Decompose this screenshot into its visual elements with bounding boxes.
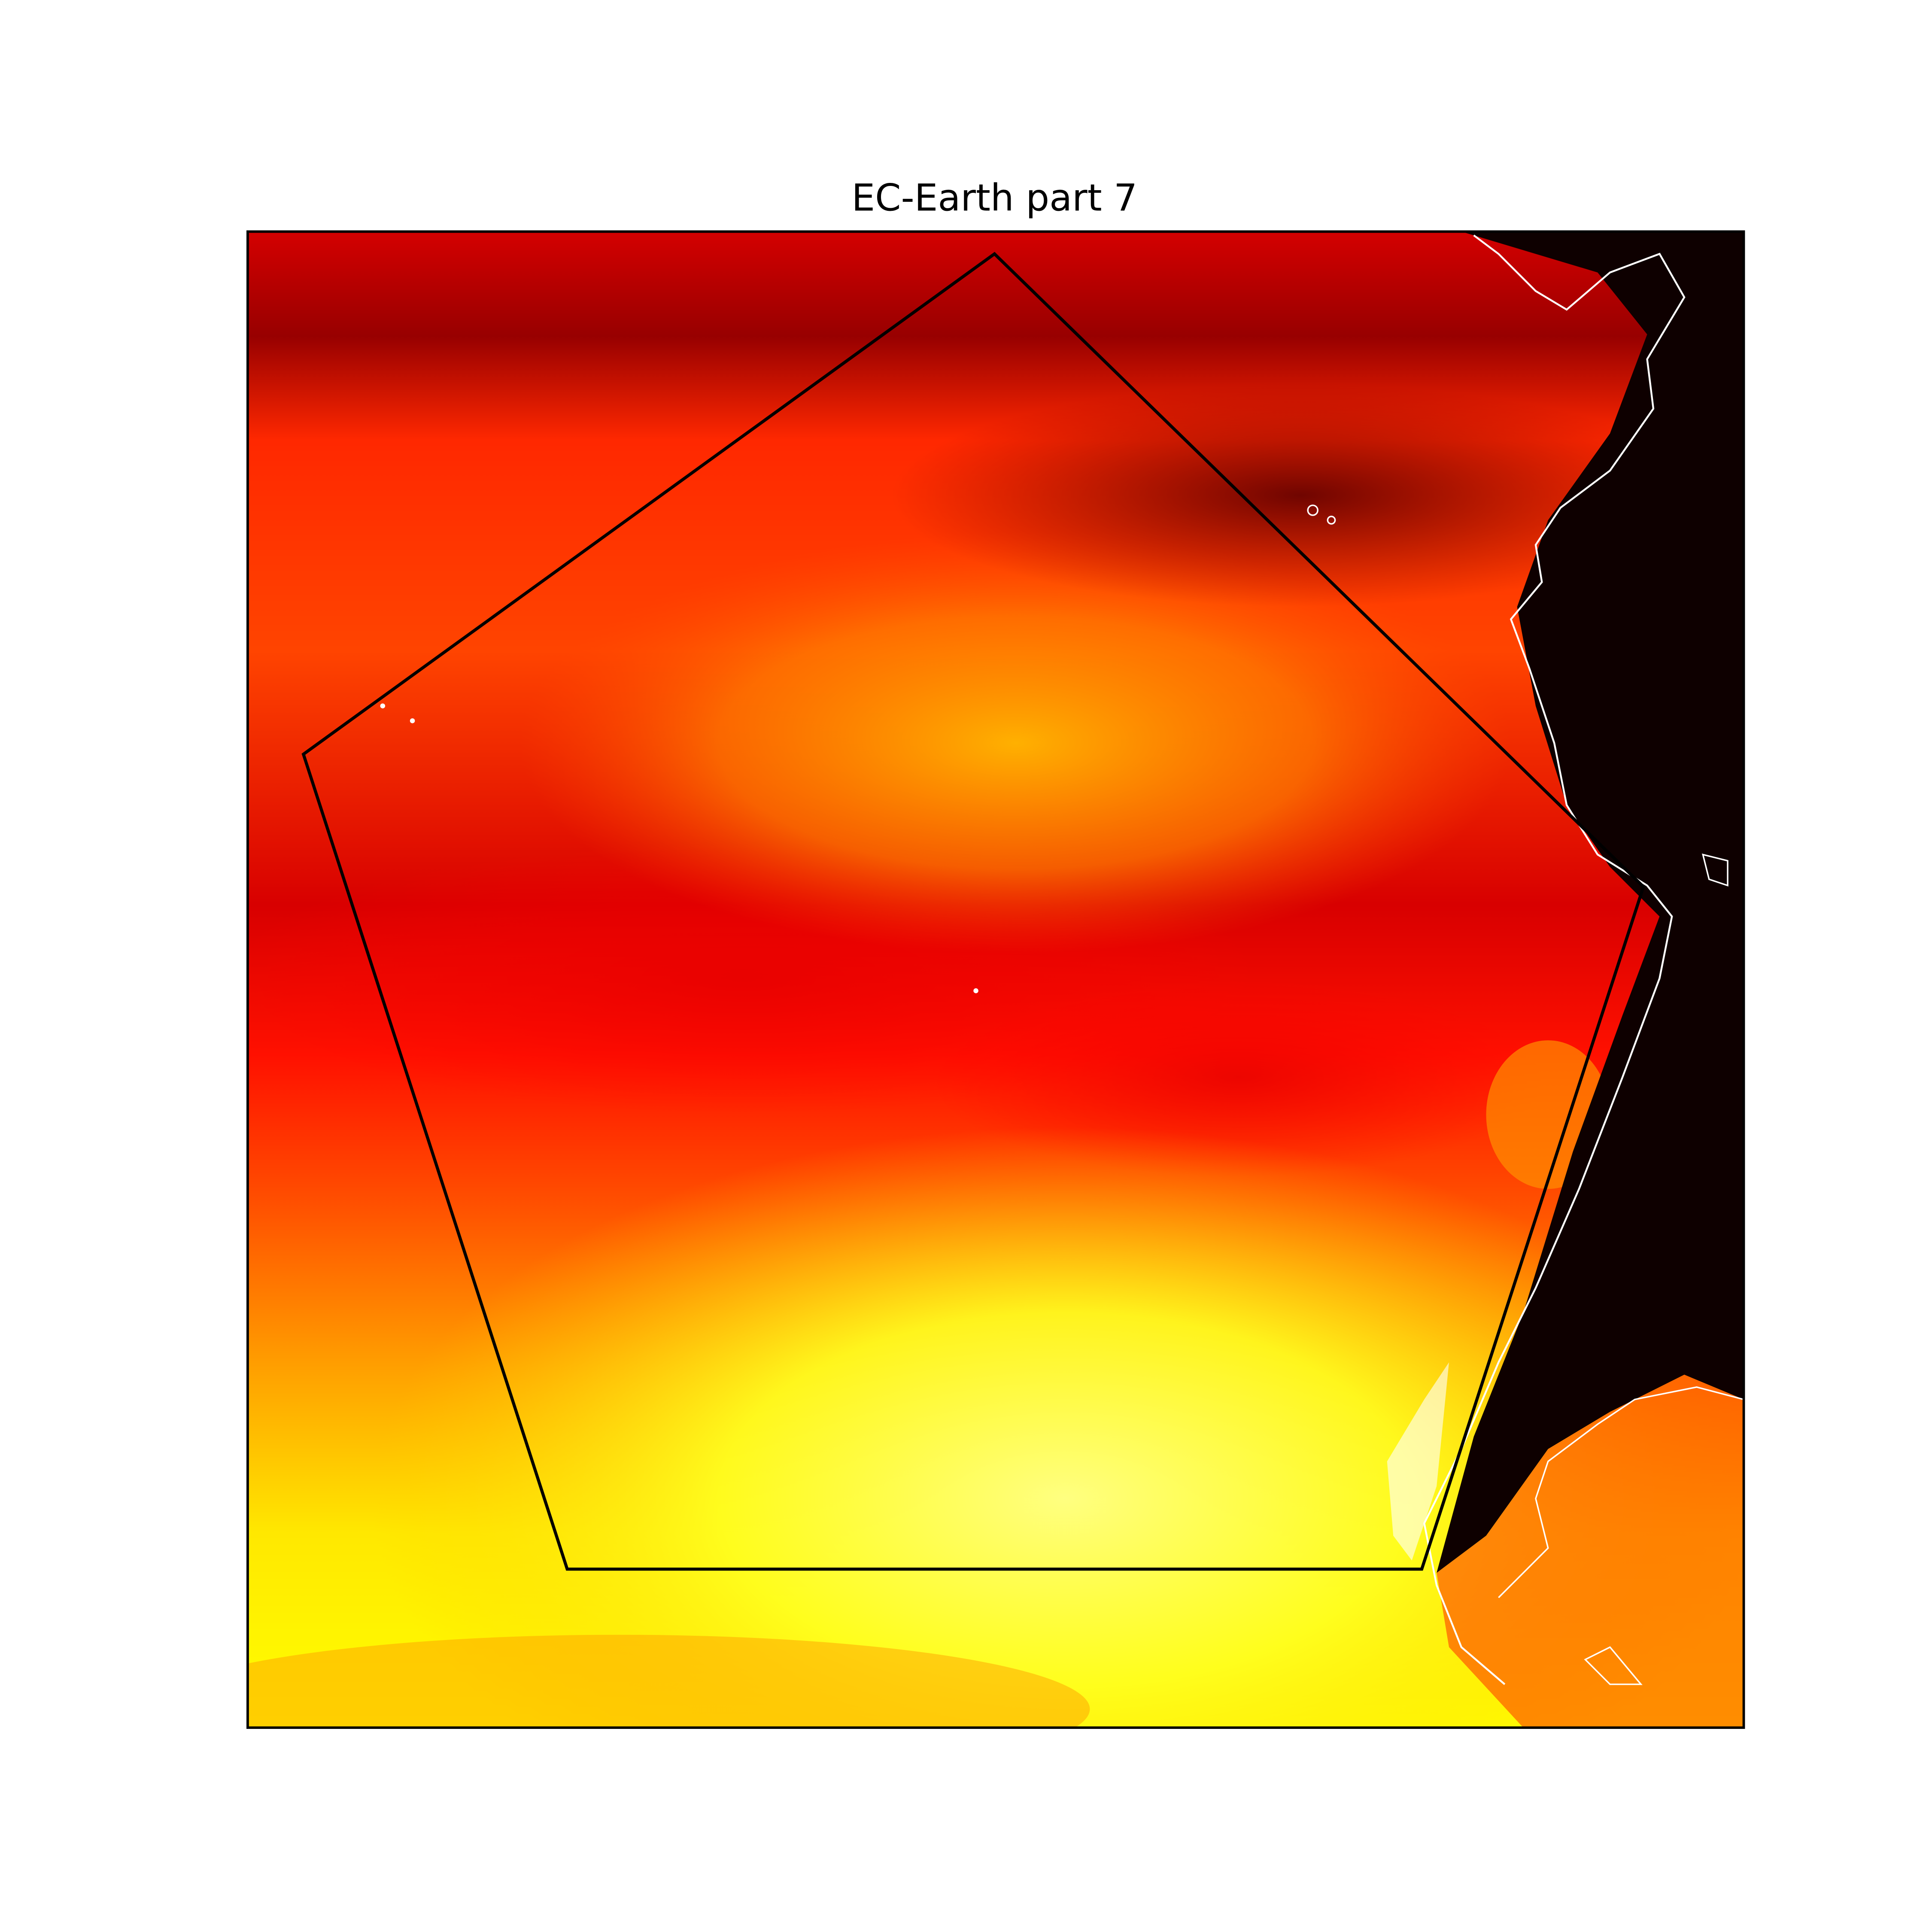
heatmap xyxy=(247,231,1744,1728)
map-title: EC-Earth part 7 xyxy=(851,176,1137,219)
map-frame xyxy=(246,230,1745,1729)
region-pentagon xyxy=(301,252,1646,1571)
